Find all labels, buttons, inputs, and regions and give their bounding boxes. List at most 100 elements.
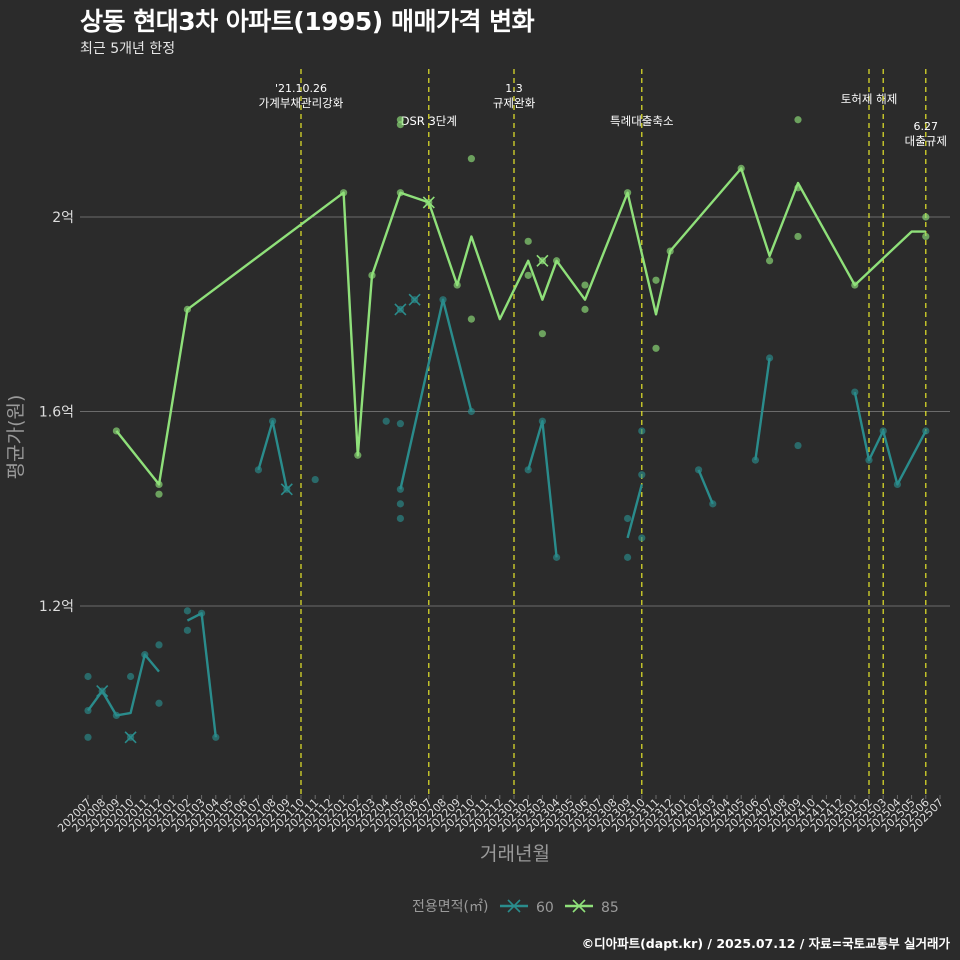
series-line-60 — [626, 484, 643, 539]
legend-label-60: 60 — [536, 900, 554, 916]
data-point-85 — [524, 237, 532, 245]
data-point-60 — [155, 641, 163, 649]
data-point-60 — [865, 456, 873, 464]
grid-lines — [80, 216, 950, 607]
data-point-60 — [84, 706, 92, 715]
data-point-85 — [467, 315, 475, 323]
y-axis: 1.2억 1.6억 2억 — [39, 210, 74, 615]
series-line-60 — [754, 357, 771, 461]
series-line-60 — [853, 391, 927, 486]
data-point-85 — [396, 189, 404, 197]
series-line-60 — [527, 420, 558, 558]
legend-key-cross-85 — [572, 899, 586, 913]
series-points — [84, 116, 930, 744]
data-point-60 — [439, 296, 447, 304]
y-axis-title: 평균가(원) — [5, 395, 27, 480]
chart-caption: ©디아파트(dapt.kr) / 2025.07.12 / 자료=국토교통부 실… — [581, 936, 950, 951]
series-line-85 — [115, 167, 926, 486]
data-point-60 — [183, 607, 191, 615]
event-date-label: 6.27 — [914, 120, 939, 133]
data-point-60 — [198, 609, 206, 617]
data-point-60 — [84, 733, 92, 741]
series-lines — [87, 167, 927, 738]
data-point-85 — [155, 480, 163, 489]
data-point-60 — [183, 626, 191, 634]
data-point-85 — [794, 232, 802, 241]
data-point-85 — [354, 451, 362, 459]
data-point-60 — [112, 711, 120, 720]
data-point-60 — [84, 672, 92, 681]
data-point-85 — [155, 490, 163, 498]
data-point-60 — [212, 733, 220, 741]
data-point-60 — [311, 475, 319, 484]
chart-subtitle: 최근 5개년 한정 — [80, 41, 176, 57]
data-point-60 — [254, 466, 262, 474]
data-point-60 — [709, 500, 717, 508]
chart-title: 상동 현대3차 아파트(1995) 매매가격 변화 — [80, 7, 535, 36]
data-point-85 — [652, 344, 660, 352]
data-point-85 — [794, 116, 802, 124]
series-line-60 — [399, 298, 473, 490]
data-point-85 — [453, 281, 461, 289]
data-point-60 — [638, 471, 646, 479]
data-point-60 — [127, 672, 135, 681]
cross-marker-85 — [536, 254, 549, 267]
data-point-85 — [581, 305, 589, 313]
data-point-85 — [538, 330, 547, 338]
data-point-60 — [624, 553, 632, 561]
data-point-60 — [638, 534, 646, 542]
event-label: 규제완화 — [493, 96, 536, 110]
data-point-60 — [624, 514, 632, 523]
y-tick-label: 1.6억 — [39, 405, 74, 421]
data-point-60 — [155, 699, 163, 707]
legend-title: 전용면적(㎡) — [412, 899, 488, 915]
data-point-85 — [524, 271, 532, 279]
event-date-label: 1.3 — [505, 82, 523, 95]
data-point-60 — [879, 427, 887, 435]
legend-label-85: 85 — [601, 900, 619, 916]
data-point-60 — [524, 466, 532, 474]
event-label: 대출규제 — [905, 134, 947, 148]
data-point-85 — [766, 257, 774, 265]
data-point-60 — [396, 514, 404, 523]
data-point-60 — [382, 417, 390, 425]
event-label: 토허제 해제 — [841, 92, 898, 106]
data-point-60 — [893, 480, 902, 489]
cross-marker-85 — [422, 196, 435, 209]
cross-marker-60 — [96, 685, 109, 698]
data-point-85 — [737, 164, 745, 172]
legend: 전용면적(㎡) 60 85 — [412, 899, 619, 916]
data-point-85 — [624, 189, 632, 197]
data-point-60 — [851, 388, 859, 396]
x-axis-title: 거래년월 — [480, 843, 550, 865]
data-point-85 — [340, 189, 348, 197]
event-date-label: '21.10.26 — [275, 82, 327, 95]
data-point-60 — [141, 651, 149, 659]
legend-key-cross-60 — [507, 899, 521, 913]
data-point-85 — [183, 305, 191, 313]
event-label: DSR 3단계 — [401, 114, 457, 128]
data-point-85 — [467, 155, 475, 163]
data-point-60 — [269, 417, 277, 425]
data-point-60 — [695, 466, 703, 474]
data-point-60 — [766, 354, 774, 362]
cross-marker-60 — [124, 731, 137, 744]
data-point-85 — [666, 247, 674, 255]
data-point-60 — [794, 441, 802, 450]
cross-marker-60 — [408, 293, 421, 306]
data-point-85 — [922, 213, 930, 221]
x-axis: 2020072020082020092020102020112020122021… — [55, 795, 946, 835]
data-point-85 — [396, 116, 404, 124]
series-line-60 — [87, 653, 160, 717]
data-point-85 — [922, 232, 930, 241]
data-point-85 — [368, 271, 376, 279]
data-point-60 — [922, 427, 930, 435]
data-point-85 — [112, 427, 120, 435]
data-point-60 — [396, 500, 404, 508]
data-point-60 — [638, 427, 646, 435]
cross-marker-60 — [394, 303, 407, 316]
y-tick-label: 1.2억 — [39, 599, 74, 615]
series-line-60 — [257, 420, 288, 490]
data-point-85 — [851, 281, 859, 289]
